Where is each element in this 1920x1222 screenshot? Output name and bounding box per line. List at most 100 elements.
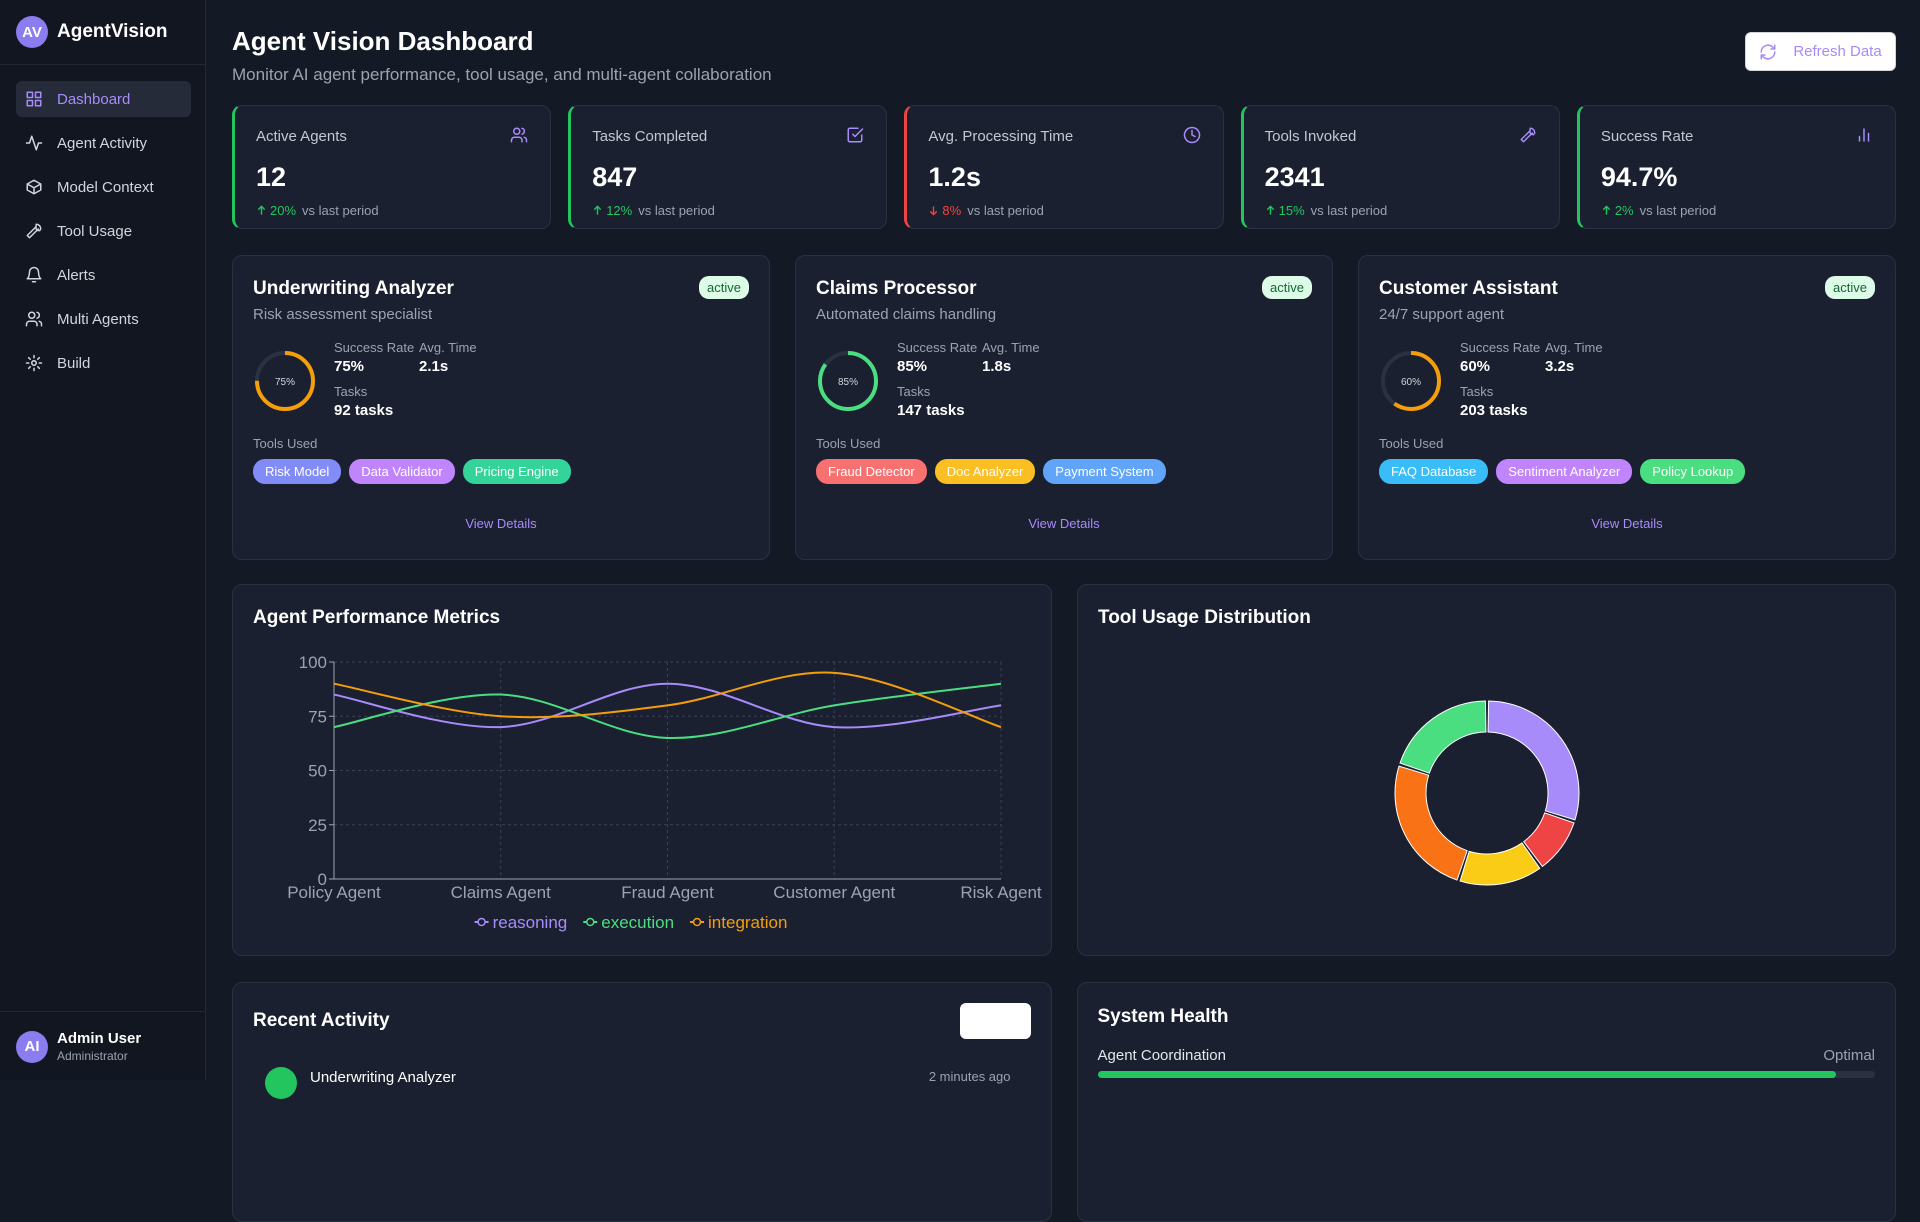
metric-label: Avg. Time bbox=[419, 340, 477, 355]
stat-change: 12% vs last period bbox=[592, 203, 866, 218]
metric-value: 1.8s bbox=[982, 358, 1012, 375]
trend-arrow bbox=[1266, 205, 1274, 215]
stat-icon bbox=[1183, 126, 1200, 144]
y-tick-label: 100 bbox=[299, 653, 327, 672]
stat-card: Active Agents 12 20% vs last period bbox=[232, 105, 552, 229]
arrow-path bbox=[1266, 205, 1274, 215]
legend-label: integration bbox=[708, 913, 787, 932]
tool-pills: Fraud Detector Doc Analyzer Payment System bbox=[816, 459, 1166, 484]
nav-item[interactable]: Alerts bbox=[16, 257, 191, 293]
stat-card: Tasks Completed 847 12% vs last period bbox=[568, 105, 888, 229]
stat-note: vs last period bbox=[1639, 203, 1717, 218]
icon-path bbox=[25, 135, 43, 151]
stat-note: vs last period bbox=[638, 203, 715, 218]
icon-path bbox=[26, 223, 42, 239]
legend-item[interactable]: execution bbox=[583, 913, 674, 932]
agent-description: Risk assessment specialist bbox=[253, 306, 433, 323]
activity-button[interactable] bbox=[959, 1003, 1031, 1039]
tools-label: Tools Used bbox=[816, 436, 881, 451]
nav-icon bbox=[26, 223, 42, 239]
nav-icon bbox=[25, 354, 43, 372]
charts-row: Agent Performance Metrics 0 25 50 75 100 Polic… bbox=[232, 584, 1896, 956]
main: Agent Vision Dashboard Monitor AI agent … bbox=[206, 0, 1920, 1222]
stat-label: Success Rate bbox=[1600, 128, 1694, 145]
nav-label: Build bbox=[57, 354, 91, 372]
arrow-path bbox=[1602, 205, 1611, 215]
user[interactable]: AI Admin User Administrator bbox=[16, 1030, 141, 1063]
recent-activity-card: Recent Activity Underwriting Analyzer 2 m… bbox=[232, 982, 1052, 1222]
nav-label: Alerts bbox=[57, 266, 96, 284]
tool-usage-card: Tool Usage Distribution bbox=[1076, 584, 1896, 956]
stat-value: 1.2s bbox=[928, 162, 981, 192]
stat-change: 2% vs last period bbox=[1601, 203, 1875, 218]
donut-segment bbox=[1458, 842, 1540, 886]
tool-pills: Risk Model Data Validator Pricing Engine bbox=[253, 459, 571, 484]
refresh-button[interactable]: Refresh Data bbox=[1745, 32, 1896, 71]
stat-note: vs last period bbox=[302, 203, 379, 218]
sidebar: AV AgentVision Dashboard Agent Activity Mo… bbox=[0, 0, 206, 1080]
x-tick-label: Policy Agent bbox=[287, 883, 381, 902]
stat-change-value: 15% bbox=[1278, 203, 1305, 218]
nav-item[interactable]: Multi Agents bbox=[16, 301, 191, 337]
agent-card: Claims Processor Automated claims handlin… bbox=[795, 255, 1333, 560]
tool-pills: FAQ Database Sentiment Analyzer Policy Loo… bbox=[1379, 459, 1746, 484]
arrow-path bbox=[257, 205, 266, 215]
agent-name: Customer Assistant bbox=[1379, 278, 1558, 299]
divider bbox=[0, 1011, 205, 1012]
tools-label: Tools Used bbox=[253, 436, 318, 451]
series-line bbox=[333, 682, 1002, 729]
tool-pill: Fraud Detector bbox=[816, 459, 927, 484]
nav-item[interactable]: Build bbox=[16, 345, 191, 381]
agent-status: active bbox=[699, 276, 749, 299]
agent-card: Underwriting Analyzer Risk assessment spe… bbox=[232, 255, 770, 560]
trend-arrow bbox=[594, 205, 602, 215]
metric-value: 60% bbox=[1460, 358, 1491, 375]
metric-label: Tasks bbox=[334, 384, 368, 399]
stat-card: Success Rate 94.7% 2% vs last period bbox=[1576, 105, 1897, 229]
agent-status: active bbox=[1825, 276, 1875, 299]
nav-item[interactable]: Tool Usage bbox=[16, 213, 191, 249]
success-ring: 60% bbox=[1381, 351, 1441, 411]
success-ring: 75% bbox=[255, 351, 315, 411]
series-line bbox=[333, 671, 1002, 729]
agent-name: Claims Processor bbox=[816, 278, 977, 299]
nav-item[interactable]: Dashboard bbox=[16, 81, 191, 117]
ring-arc bbox=[255, 351, 315, 411]
stat-label: Avg. Processing Time bbox=[928, 128, 1074, 145]
nav-item[interactable]: Model Context bbox=[16, 169, 191, 205]
metric-value: 2.1s bbox=[419, 358, 449, 375]
donut-segment bbox=[1394, 765, 1468, 881]
legend-dot bbox=[477, 917, 486, 927]
agent-card: Customer Assistant 24/7 support agent acti… bbox=[1358, 255, 1896, 560]
metric-value: 203 tasks bbox=[1460, 402, 1528, 419]
refresh-label: Refresh Data bbox=[1793, 43, 1882, 60]
icon-path bbox=[1520, 127, 1536, 143]
y-tick-label: 25 bbox=[308, 816, 327, 835]
x-tick-label: Customer Agent bbox=[773, 883, 895, 902]
legend-item[interactable]: reasoning bbox=[474, 913, 568, 932]
view-details[interactable]: View Details bbox=[465, 516, 537, 531]
nav-icon bbox=[26, 266, 42, 283]
agent-name: Underwriting Analyzer bbox=[253, 278, 454, 299]
icon-path bbox=[1183, 126, 1200, 144]
x-tick-label: Risk Agent bbox=[960, 883, 1042, 902]
legend-item[interactable]: integration bbox=[690, 913, 787, 932]
ring-label: 85% bbox=[838, 377, 858, 388]
stat-icon bbox=[847, 127, 864, 143]
icon-path bbox=[847, 127, 864, 143]
icon-path bbox=[510, 127, 528, 143]
icon-path bbox=[25, 311, 43, 327]
divider bbox=[0, 64, 205, 65]
agent-description: 24/7 support agent bbox=[1379, 306, 1505, 323]
activity-dot bbox=[265, 1067, 297, 1099]
tool-pill: Data Validator bbox=[349, 459, 455, 484]
nav-item[interactable]: Agent Activity bbox=[16, 125, 191, 161]
line-chart: Agent Performance Metrics 0 25 50 75 100 Polic… bbox=[253, 607, 1042, 932]
trend-arrow bbox=[257, 205, 266, 215]
stat-label: Active Agents bbox=[256, 128, 347, 145]
view-details[interactable]: View Details bbox=[1028, 516, 1100, 531]
donut-segment bbox=[1487, 700, 1579, 821]
stat-value: 2341 bbox=[1264, 162, 1325, 192]
view-details[interactable]: View Details bbox=[1591, 516, 1663, 531]
success-ring: 85% bbox=[818, 351, 878, 411]
